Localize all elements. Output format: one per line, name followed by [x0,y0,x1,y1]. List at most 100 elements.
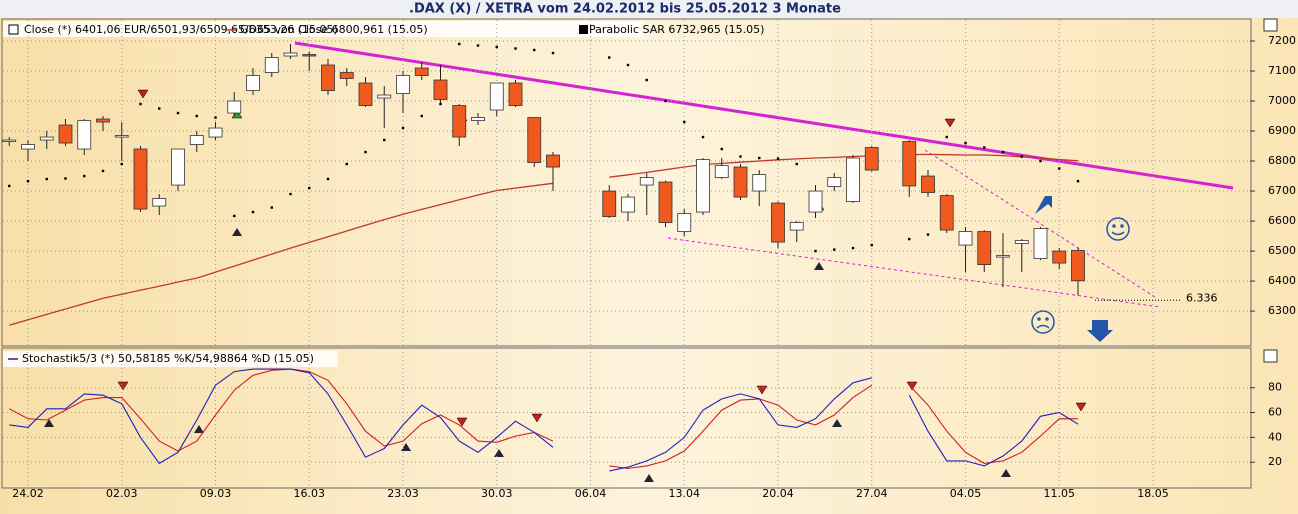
legend [3,351,338,367]
x-tick-label: 13.04 [669,487,701,500]
candle-body [921,175,935,193]
sar-dot [176,111,180,115]
candle-body [808,190,823,213]
candle-body [939,195,954,231]
candle-body [2,139,17,142]
smiley [1106,217,1130,241]
arrow-down [1087,320,1113,342]
y-tick-label: 6400 [1268,274,1296,287]
legend-label: Parabolic SAR 6732,965 (15.05) [589,23,764,36]
sar-dot [664,99,667,103]
y-tick-label: 60 [1268,406,1282,419]
price-panel [1,18,1252,347]
candle-body [677,213,692,232]
sar-dot [326,177,330,181]
sar-dot [1058,167,1061,170]
legend [3,21,643,37]
sar-dot [120,162,123,166]
y-tick-label: 7000 [1268,94,1296,107]
panel-button[interactable] [1263,18,1278,32]
sar-dot [101,169,105,173]
candle-body [771,202,785,243]
candle-body [396,75,410,94]
candle-body [902,141,917,187]
candle-body [358,82,373,106]
sar-dot [308,186,311,190]
y-tick-label: 20 [1268,455,1282,468]
sar-dot [1076,179,1080,183]
candle-body [996,255,1010,258]
candle-body [171,148,185,186]
sar-dot [345,162,348,166]
sar-dot [908,237,911,241]
level-label: 6.336 [1186,291,1218,304]
candle-body [133,148,148,210]
candle-body [621,196,635,213]
sar-dot [926,233,930,236]
y-tick-label: 6500 [1268,244,1296,257]
candle-body [302,54,317,57]
candle-body [433,79,448,100]
x-tick-label: 30.03 [481,487,513,500]
legend-label: Stochastik5/3 (*) 50,58185 %K/54,98864 %… [22,352,314,365]
sar-dot [476,44,480,47]
x-tick-label: 23.03 [387,487,419,500]
trend-line [667,237,1161,308]
sar-dot [214,116,217,119]
x-tick-label: 02.03 [106,487,138,500]
moving-average [9,153,1079,326]
candle-body [114,135,129,138]
y-tick-label: 7200 [1268,34,1296,47]
stoch-panel [1,347,1252,489]
sar-dot [1001,150,1005,154]
x-tick-label: 11.05 [1044,487,1076,500]
sar-dot [514,47,517,50]
sar-dot [8,184,11,188]
panel-button[interactable] [1263,349,1278,363]
sar-dot [83,174,86,178]
y-tick-label: 40 [1268,430,1282,443]
x-tick-label: 16.03 [294,487,326,500]
candle-body [452,105,467,138]
candle-body [658,181,673,223]
candle-body [264,57,279,73]
y-tick-label: 6800 [1268,154,1296,167]
sar-dot [139,102,142,106]
candle-body [1052,250,1067,264]
candle-body [958,231,973,246]
candle-body [77,120,92,150]
candle-body [227,100,242,114]
candle-body [733,166,748,198]
title-bar [0,0,1298,18]
sar-dot [45,177,48,181]
x-tick-label: 06.04 [575,487,607,500]
sar-dot [683,120,686,124]
candle-body [639,177,654,186]
sar-dot [195,114,198,118]
candle-body [752,174,767,192]
sar-dot [364,150,367,154]
sar-dot [945,135,948,139]
y-tick-label: 6700 [1268,184,1296,197]
candle-body [58,124,73,144]
candle-body [602,190,617,217]
x-tick-label: 27.04 [856,487,888,500]
candle-body [377,94,392,99]
candle-body [789,222,804,231]
sar-dot [401,126,405,130]
sar-dot [1020,155,1023,158]
chart-title: .DAX (X) / XETRA vom 24.02.2012 bis 25.0… [409,2,841,17]
sar-dot [458,42,461,46]
candle-body [246,75,260,91]
sar-dot [551,51,555,55]
y-tick-label: 6300 [1268,304,1296,317]
candle-body [414,67,429,76]
candle-body [546,154,560,168]
y-tick-label: 80 [1268,381,1282,394]
stoch-line [9,368,1079,472]
legend-label: Close (*) 6401,06 EUR/6501,93/6509,65/63… [24,23,338,36]
legend-label: GD65 von Close 6800,961 (15.05) [240,23,428,36]
sar-dot [870,243,873,247]
sar-dot [383,138,386,142]
sar-dot [26,179,30,183]
